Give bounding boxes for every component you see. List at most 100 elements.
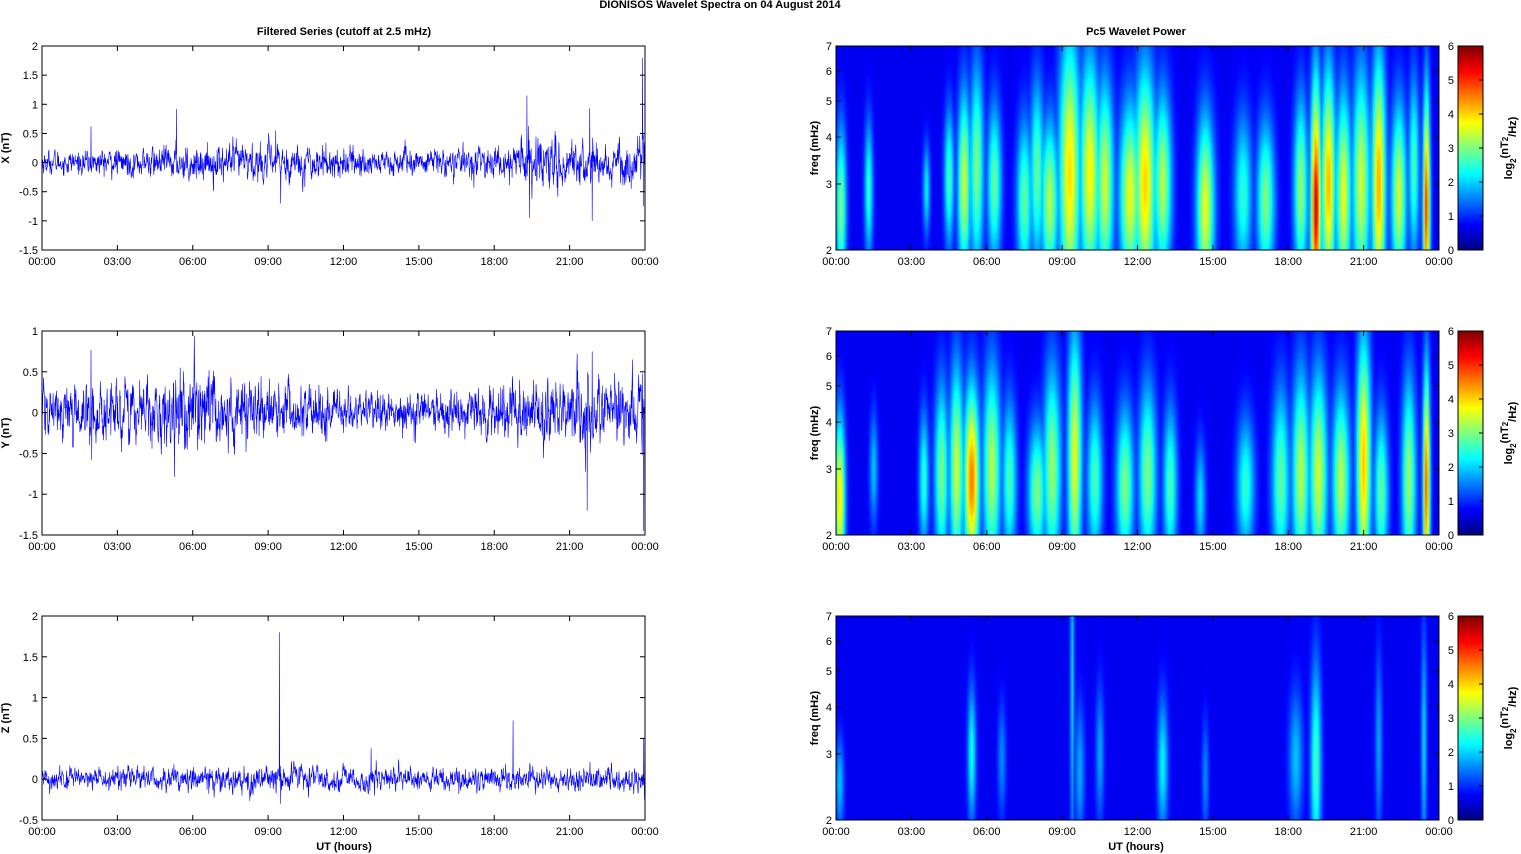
y-power-colorbar-label-part: 2 bbox=[1501, 421, 1510, 426]
y-power-xtick-label: 15:00 bbox=[1199, 541, 1227, 553]
z-power-xtick-label: 09:00 bbox=[1048, 826, 1076, 838]
y-series-ytick-label: -0.5 bbox=[19, 448, 38, 460]
z-power-ytick-label: 4 bbox=[826, 702, 832, 714]
z-power-colorbar-label-part: /Hz) bbox=[1507, 686, 1519, 707]
x-series-ytick-label: 0.5 bbox=[23, 128, 38, 140]
y-power-ytick-label: 4 bbox=[826, 417, 832, 429]
z-power-xtick-label: 06:00 bbox=[973, 826, 1001, 838]
x-power-colorbar-label-part: 2 bbox=[1501, 136, 1510, 141]
y-power-xtick-label: 12:00 bbox=[1124, 541, 1152, 553]
z-power-xtick-label: 00:00 bbox=[822, 826, 850, 838]
x-power-colorbar-label-part: 2 bbox=[1509, 158, 1518, 163]
y-power-heatmap bbox=[836, 331, 1439, 535]
y-power-colorbar-label: log2(nT2/Hz) bbox=[1499, 401, 1519, 464]
z-power-ytick-label: 5 bbox=[826, 666, 832, 678]
x-series-xtick-label: 21:00 bbox=[556, 256, 584, 268]
y-series-xtick-label: 18:00 bbox=[480, 541, 508, 553]
x-power-ytick-label: 3 bbox=[826, 179, 832, 191]
y-power-colorbar-label-part: (nT bbox=[1499, 426, 1511, 443]
x-power-xtick-label: 21:00 bbox=[1350, 256, 1378, 268]
x-series-xtick-label: 15:00 bbox=[405, 256, 433, 268]
y-power-ylabel: freq (mHz) bbox=[809, 405, 821, 460]
right-xaxis-title: UT (hours) bbox=[1108, 841, 1164, 853]
x-power-ytick-label: 4 bbox=[826, 132, 832, 144]
figure-title: DIONISOS Wavelet Spectra on 04 August 20… bbox=[599, 0, 841, 11]
x-power-xtick-label: 03:00 bbox=[898, 256, 926, 268]
x-power-xtick-label: 00:00 bbox=[822, 256, 850, 268]
y-power-colorbar-label-part: 2 bbox=[1509, 443, 1518, 448]
y-power-colorbar-tick-label: 0 bbox=[1448, 530, 1454, 542]
y-series-xtick-label: 09:00 bbox=[254, 541, 282, 553]
z-power-colorbar-label-part: (nT bbox=[1499, 711, 1511, 728]
y-power-xtick-label: 03:00 bbox=[898, 541, 926, 553]
y-power-xtick-label: 06:00 bbox=[973, 541, 1001, 553]
y-power-colorbar-tick-label: 4 bbox=[1448, 394, 1454, 406]
x-series-ytick-label: -0.5 bbox=[19, 187, 38, 199]
z-series-ytick-label: 0.5 bbox=[23, 733, 38, 745]
z-series-plot-area bbox=[42, 616, 645, 820]
y-series-xtick-label: 12:00 bbox=[330, 541, 358, 553]
z-power-colorbar-tick-label: 5 bbox=[1448, 645, 1454, 657]
x-series-ytick-label: 2 bbox=[32, 41, 38, 53]
x-series-ytick-label: -1.5 bbox=[19, 245, 38, 257]
y-series-xtick-label: 03:00 bbox=[104, 541, 132, 553]
z-power-colorbar-tick-label: 6 bbox=[1448, 611, 1454, 623]
x-power-xtick-label: 18:00 bbox=[1274, 256, 1302, 268]
x-power-colorbar-label-part: (nT bbox=[1499, 141, 1511, 158]
z-power-heatmap bbox=[836, 616, 1439, 820]
z-power-xtick-label: 03:00 bbox=[898, 826, 926, 838]
y-series-xtick-label: 06:00 bbox=[179, 541, 207, 553]
x-power-colorbar-label-part: /Hz) bbox=[1507, 116, 1519, 137]
z-power-xtick-label: 18:00 bbox=[1274, 826, 1302, 838]
z-power-ytick-label: 7 bbox=[826, 611, 832, 623]
y-power-ytick-label: 2 bbox=[826, 530, 832, 542]
z-series-xtick-label: 15:00 bbox=[405, 826, 433, 838]
x-component-series-panel: 21.510.50-0.5-1-1.500:00 03:00 06:00 09:00 1… bbox=[0, 41, 659, 268]
x-series-xtick-label: 00:00 bbox=[631, 256, 659, 268]
y-power-xtick-label: 18:00 bbox=[1274, 541, 1302, 553]
z-series-xtick-label: 18:00 bbox=[480, 826, 508, 838]
z-power-xtick-label: 00:00 bbox=[1425, 826, 1453, 838]
z-series-ytick-label: 2 bbox=[32, 611, 38, 623]
y-power-colorbar-tick-label: 3 bbox=[1448, 428, 1454, 440]
x-power-xtick-label: 12:00 bbox=[1124, 256, 1152, 268]
x-series-line bbox=[41, 57, 646, 221]
x-power-colorbar-tick-label: 3 bbox=[1448, 143, 1454, 155]
x-series-xtick-label: 12:00 bbox=[330, 256, 358, 268]
z-series-ytick-label: 1 bbox=[32, 693, 38, 705]
x-power-ytick-label: 2 bbox=[826, 245, 832, 257]
z-power-ytick-label: 3 bbox=[826, 749, 832, 761]
x-power-colorbar-tick-label: 4 bbox=[1448, 109, 1454, 121]
z-power-colorbar-tick-label: 4 bbox=[1448, 679, 1454, 691]
z-series-ytick-label: 0 bbox=[32, 774, 38, 786]
z-series-xtick-label: 12:00 bbox=[330, 826, 358, 838]
x-power-colorbar bbox=[1458, 46, 1483, 250]
x-power-ylabel: freq (mHz) bbox=[809, 120, 821, 175]
z-series-xtick-label: 03:00 bbox=[104, 826, 132, 838]
z-power-colorbar-tick-label: 1 bbox=[1448, 781, 1454, 793]
y-power-ytick-label: 6 bbox=[826, 351, 832, 363]
x-power-ytick-label: 6 bbox=[826, 66, 832, 78]
z-power-colorbar bbox=[1458, 616, 1483, 820]
y-series-xtick-label: 15:00 bbox=[405, 541, 433, 553]
z-series-xtick-label: 00:00 bbox=[631, 826, 659, 838]
x-series-xtick-label: 00:00 bbox=[28, 256, 56, 268]
z-power-colorbar-label-part: 2 bbox=[1501, 706, 1510, 711]
z-component-series-panel: 21.510.50-0.500:00 03:00 06:00 09:00 12:00 15… bbox=[0, 611, 659, 838]
x-series-xtick-label: 18:00 bbox=[480, 256, 508, 268]
z-power-xtick-label: 15:00 bbox=[1199, 826, 1227, 838]
x-power-xtick-label: 06:00 bbox=[973, 256, 1001, 268]
x-power-xtick-label: 00:00 bbox=[1425, 256, 1453, 268]
y-power-colorbar-label-part: /Hz) bbox=[1507, 401, 1519, 422]
x-power-colorbar-label-part: log bbox=[1503, 163, 1515, 180]
y-series-ytick-label: -1.5 bbox=[19, 530, 38, 542]
x-power-xtick-label: 15:00 bbox=[1199, 256, 1227, 268]
z-power-colorbar-label-part: 2 bbox=[1509, 728, 1518, 733]
x-power-colorbar-tick-label: 1 bbox=[1448, 211, 1454, 223]
z-series-xtick-label: 09:00 bbox=[254, 826, 282, 838]
x-power-ytick-label: 5 bbox=[826, 96, 832, 108]
z-power-xtick-label: 21:00 bbox=[1350, 826, 1378, 838]
y-power-colorbar-tick-label: 1 bbox=[1448, 496, 1454, 508]
